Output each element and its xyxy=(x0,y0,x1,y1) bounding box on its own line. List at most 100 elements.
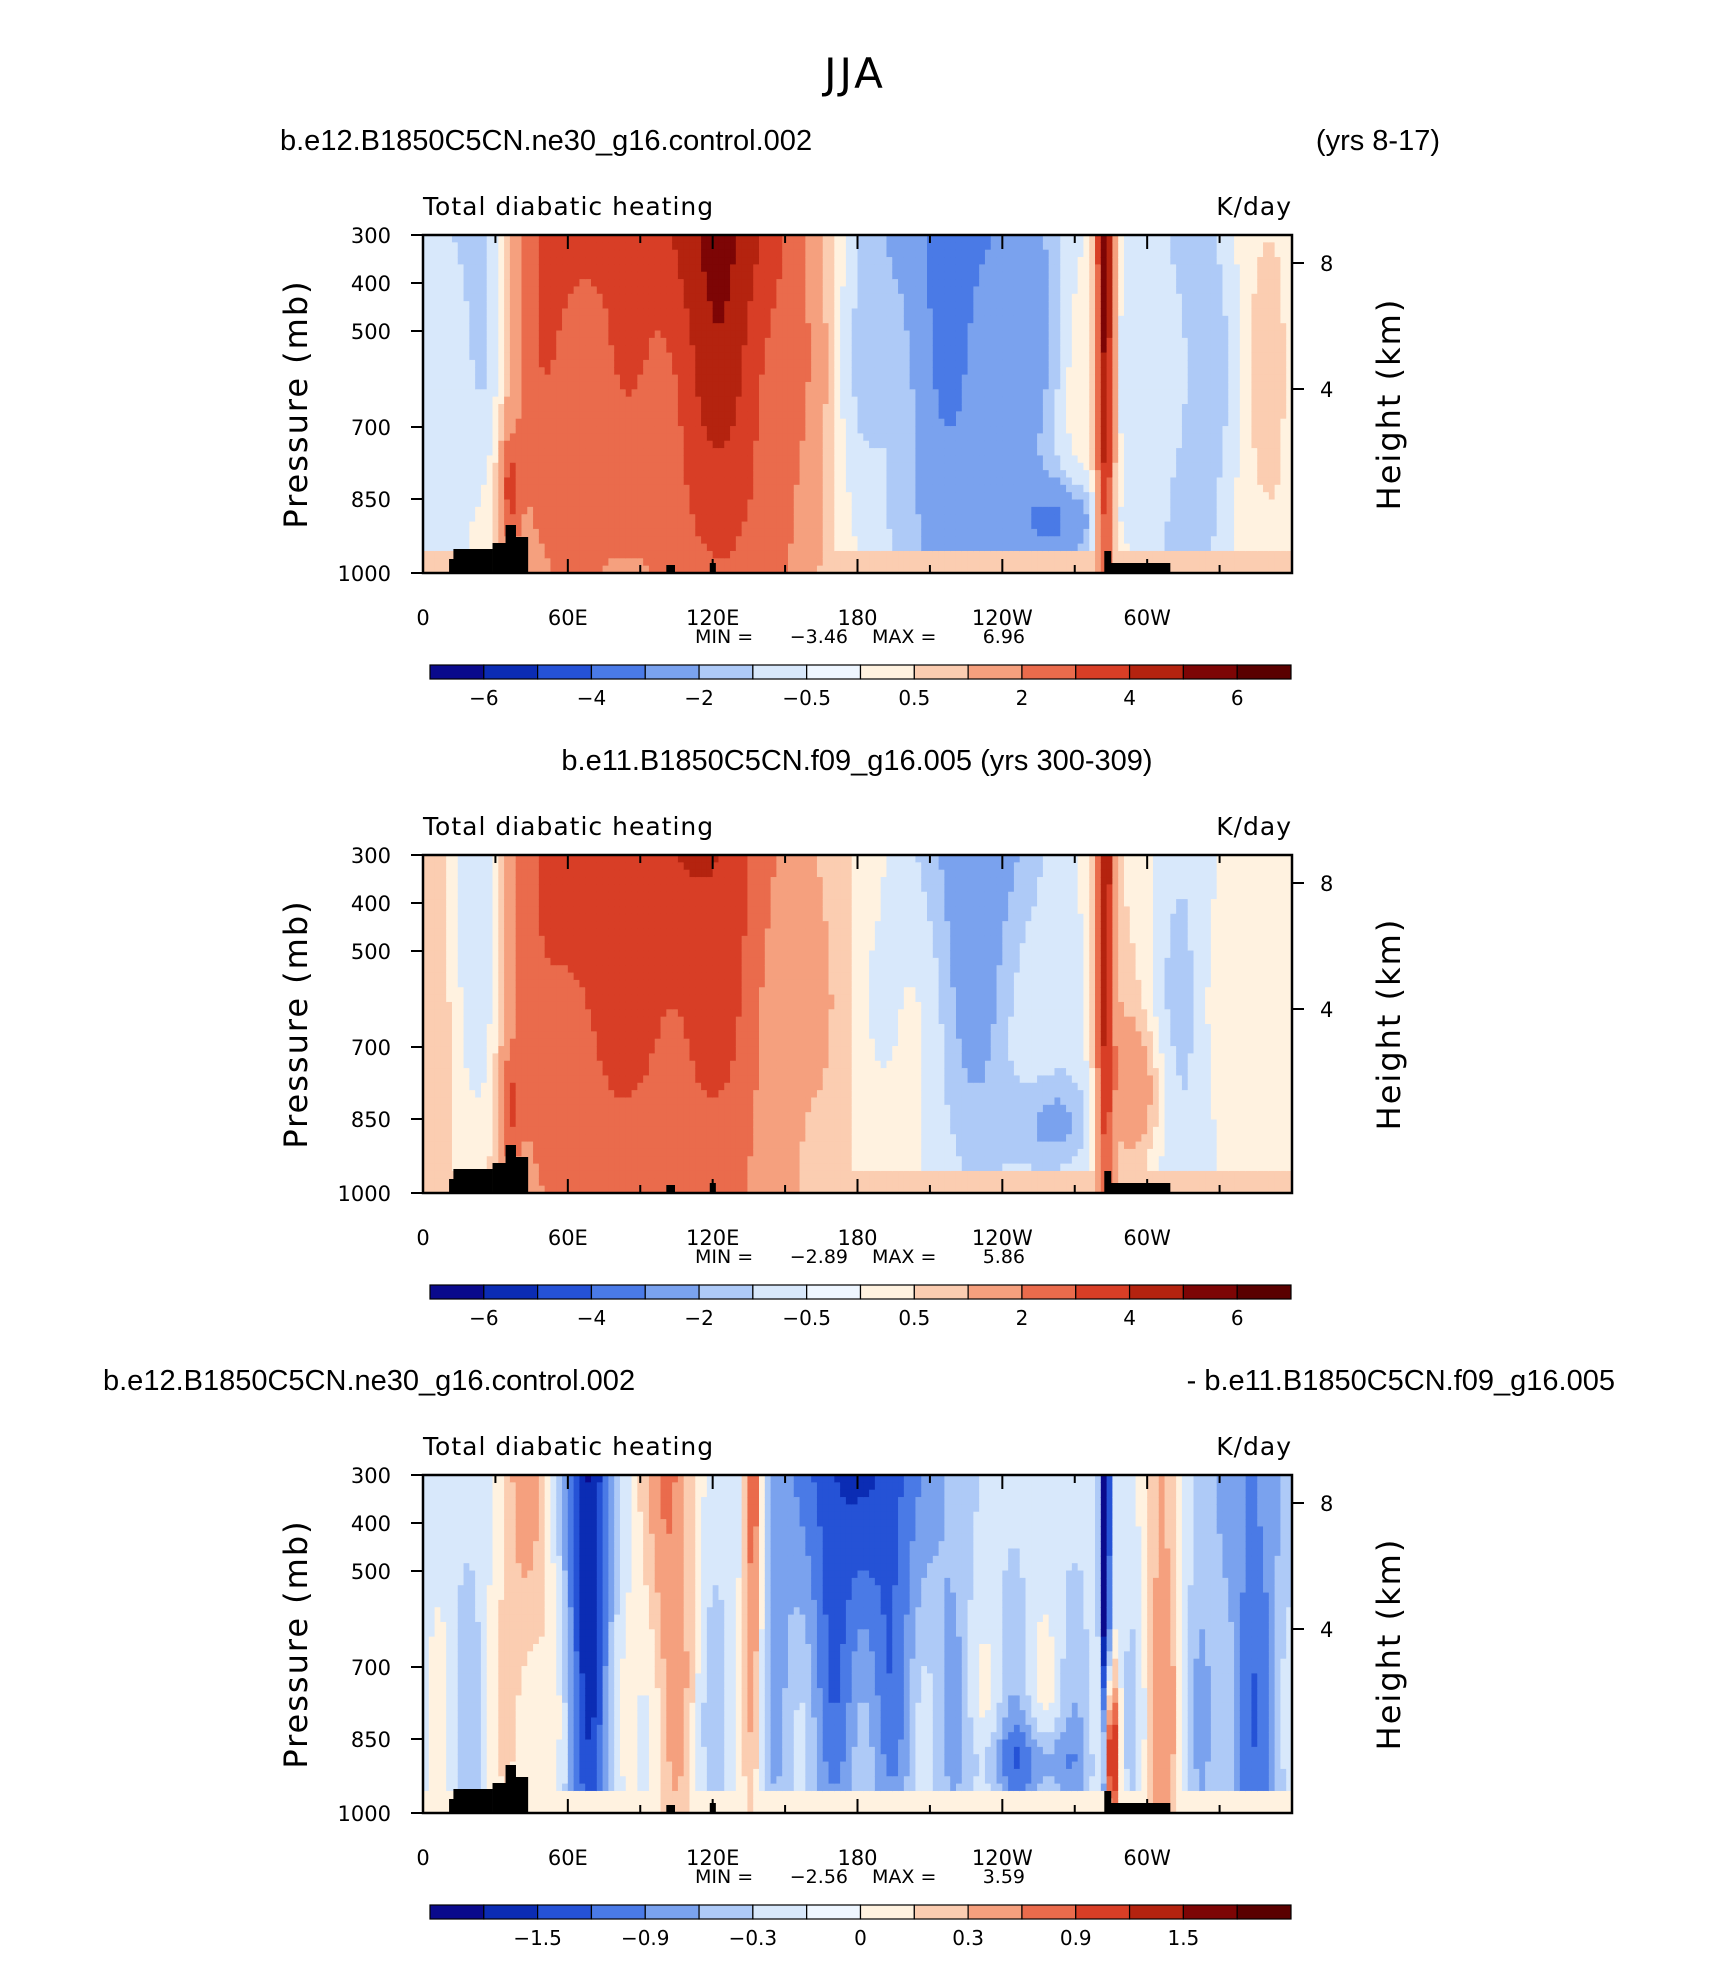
heatmap-cell xyxy=(614,550,621,559)
heatmap-cell xyxy=(1002,235,1009,243)
heatmap-cell xyxy=(544,242,552,251)
heatmap-cell xyxy=(451,411,459,420)
heatmap-cell xyxy=(509,293,517,302)
heatmap-cell xyxy=(996,506,1003,515)
heatmap-cell xyxy=(811,426,818,434)
heatmap-cell xyxy=(672,374,679,383)
heatmap-cell xyxy=(741,286,749,295)
heatmap-cell xyxy=(556,528,563,537)
heatmap-cell xyxy=(1031,528,1038,537)
heatmap-cell xyxy=(608,418,615,427)
heatmap-cell xyxy=(712,389,720,398)
heatmap-cell xyxy=(799,506,806,515)
heatmap-cell xyxy=(955,433,963,442)
heatmap-cell xyxy=(596,433,604,442)
heatmap-cell xyxy=(718,470,725,479)
heatmap-cell xyxy=(973,315,980,324)
heatmap-cell xyxy=(596,242,604,251)
heatmap-cell xyxy=(666,264,673,273)
heatmap-cell xyxy=(938,426,945,434)
heatmap-cell xyxy=(1002,565,1009,574)
heatmap-cell xyxy=(492,279,499,288)
heatmap-cell xyxy=(764,235,772,243)
heatmap-cell xyxy=(480,367,488,376)
heatmap-cell xyxy=(1031,308,1038,317)
heatmap-cell xyxy=(648,462,656,471)
heatmap-cell xyxy=(498,279,505,288)
heatmap-cell xyxy=(770,257,777,265)
heatmap-cell xyxy=(428,492,436,501)
heatmap-cell xyxy=(892,337,899,346)
heatmap-cell xyxy=(701,404,708,412)
heatmap-cell xyxy=(1025,565,1032,574)
heatmap-cell xyxy=(660,345,667,354)
heatmap-cell xyxy=(695,418,702,427)
heatmap-cell xyxy=(567,249,575,258)
heatmap-cell xyxy=(602,536,609,545)
heatmap-cell xyxy=(811,323,818,332)
heatmap-cell xyxy=(585,389,592,398)
heatmap-cell xyxy=(759,536,766,545)
heatmap-cell xyxy=(915,528,922,537)
heatmap-cell xyxy=(434,492,441,501)
heatmap-cell xyxy=(845,396,853,405)
heatmap-cell xyxy=(637,440,644,449)
heatmap-cell xyxy=(556,543,563,552)
heatmap-cell xyxy=(683,345,691,354)
heatmap-cell xyxy=(434,286,441,295)
heatmap-cell xyxy=(486,359,494,368)
heatmap-cell xyxy=(782,550,789,559)
heatmap-cell xyxy=(979,506,986,515)
heatmap-cell xyxy=(706,323,714,332)
heatmap-cell xyxy=(428,565,436,574)
heatmap-cell xyxy=(689,271,696,280)
heatmap-cell xyxy=(845,235,853,243)
heatmap-cell xyxy=(1002,543,1009,552)
heatmap-cell xyxy=(770,286,777,295)
heatmap-cell xyxy=(556,345,563,354)
heatmap-cell xyxy=(550,448,557,457)
heatmap-cell xyxy=(950,286,957,295)
heatmap-cell xyxy=(909,455,917,464)
heatmap-cell xyxy=(486,411,494,420)
heatmap-cell xyxy=(921,426,928,434)
heatmap-cell xyxy=(562,440,569,449)
heatmap-cell xyxy=(423,367,430,376)
heatmap-cell xyxy=(776,558,783,567)
heatmap-cell xyxy=(759,301,766,310)
heatmap-cell xyxy=(880,470,888,479)
heatmap-cell xyxy=(602,315,609,324)
heatmap-cell xyxy=(683,433,691,442)
heatmap-cell xyxy=(689,257,696,265)
heatmap-cell xyxy=(475,528,482,537)
heatmap-cell xyxy=(451,396,459,405)
heatmap-cell xyxy=(921,470,928,479)
heatmap-cell xyxy=(567,396,575,405)
heatmap-cell xyxy=(619,404,627,412)
heatmap-cell xyxy=(921,301,928,310)
heatmap-cell xyxy=(463,448,470,457)
heatmap-cell xyxy=(979,301,986,310)
heatmap-cell xyxy=(475,286,482,295)
heatmap-cell xyxy=(608,330,615,339)
heatmap-cell xyxy=(619,514,627,523)
heatmap-cell xyxy=(446,470,453,479)
heatmap-cell xyxy=(423,492,430,501)
heatmap-cell xyxy=(1042,521,1050,530)
heatmap-cell xyxy=(909,470,917,479)
heatmap-cell xyxy=(475,470,482,479)
heatmap-cell xyxy=(863,440,870,449)
heatmap-cell xyxy=(816,249,824,258)
heatmap-cell xyxy=(851,411,859,420)
heatmap-cell xyxy=(741,521,749,530)
heatmap-cell xyxy=(451,352,459,361)
heatmap-cell xyxy=(625,418,633,427)
heatmap-cell xyxy=(451,242,459,251)
heatmap-cell xyxy=(1019,543,1027,552)
heatmap-cell xyxy=(504,411,511,420)
heatmap-cell xyxy=(440,506,447,515)
heatmap-cell xyxy=(637,264,644,273)
heatmap-cell xyxy=(915,514,922,523)
heatmap-cell xyxy=(469,426,476,434)
heatmap-cell xyxy=(550,565,557,574)
